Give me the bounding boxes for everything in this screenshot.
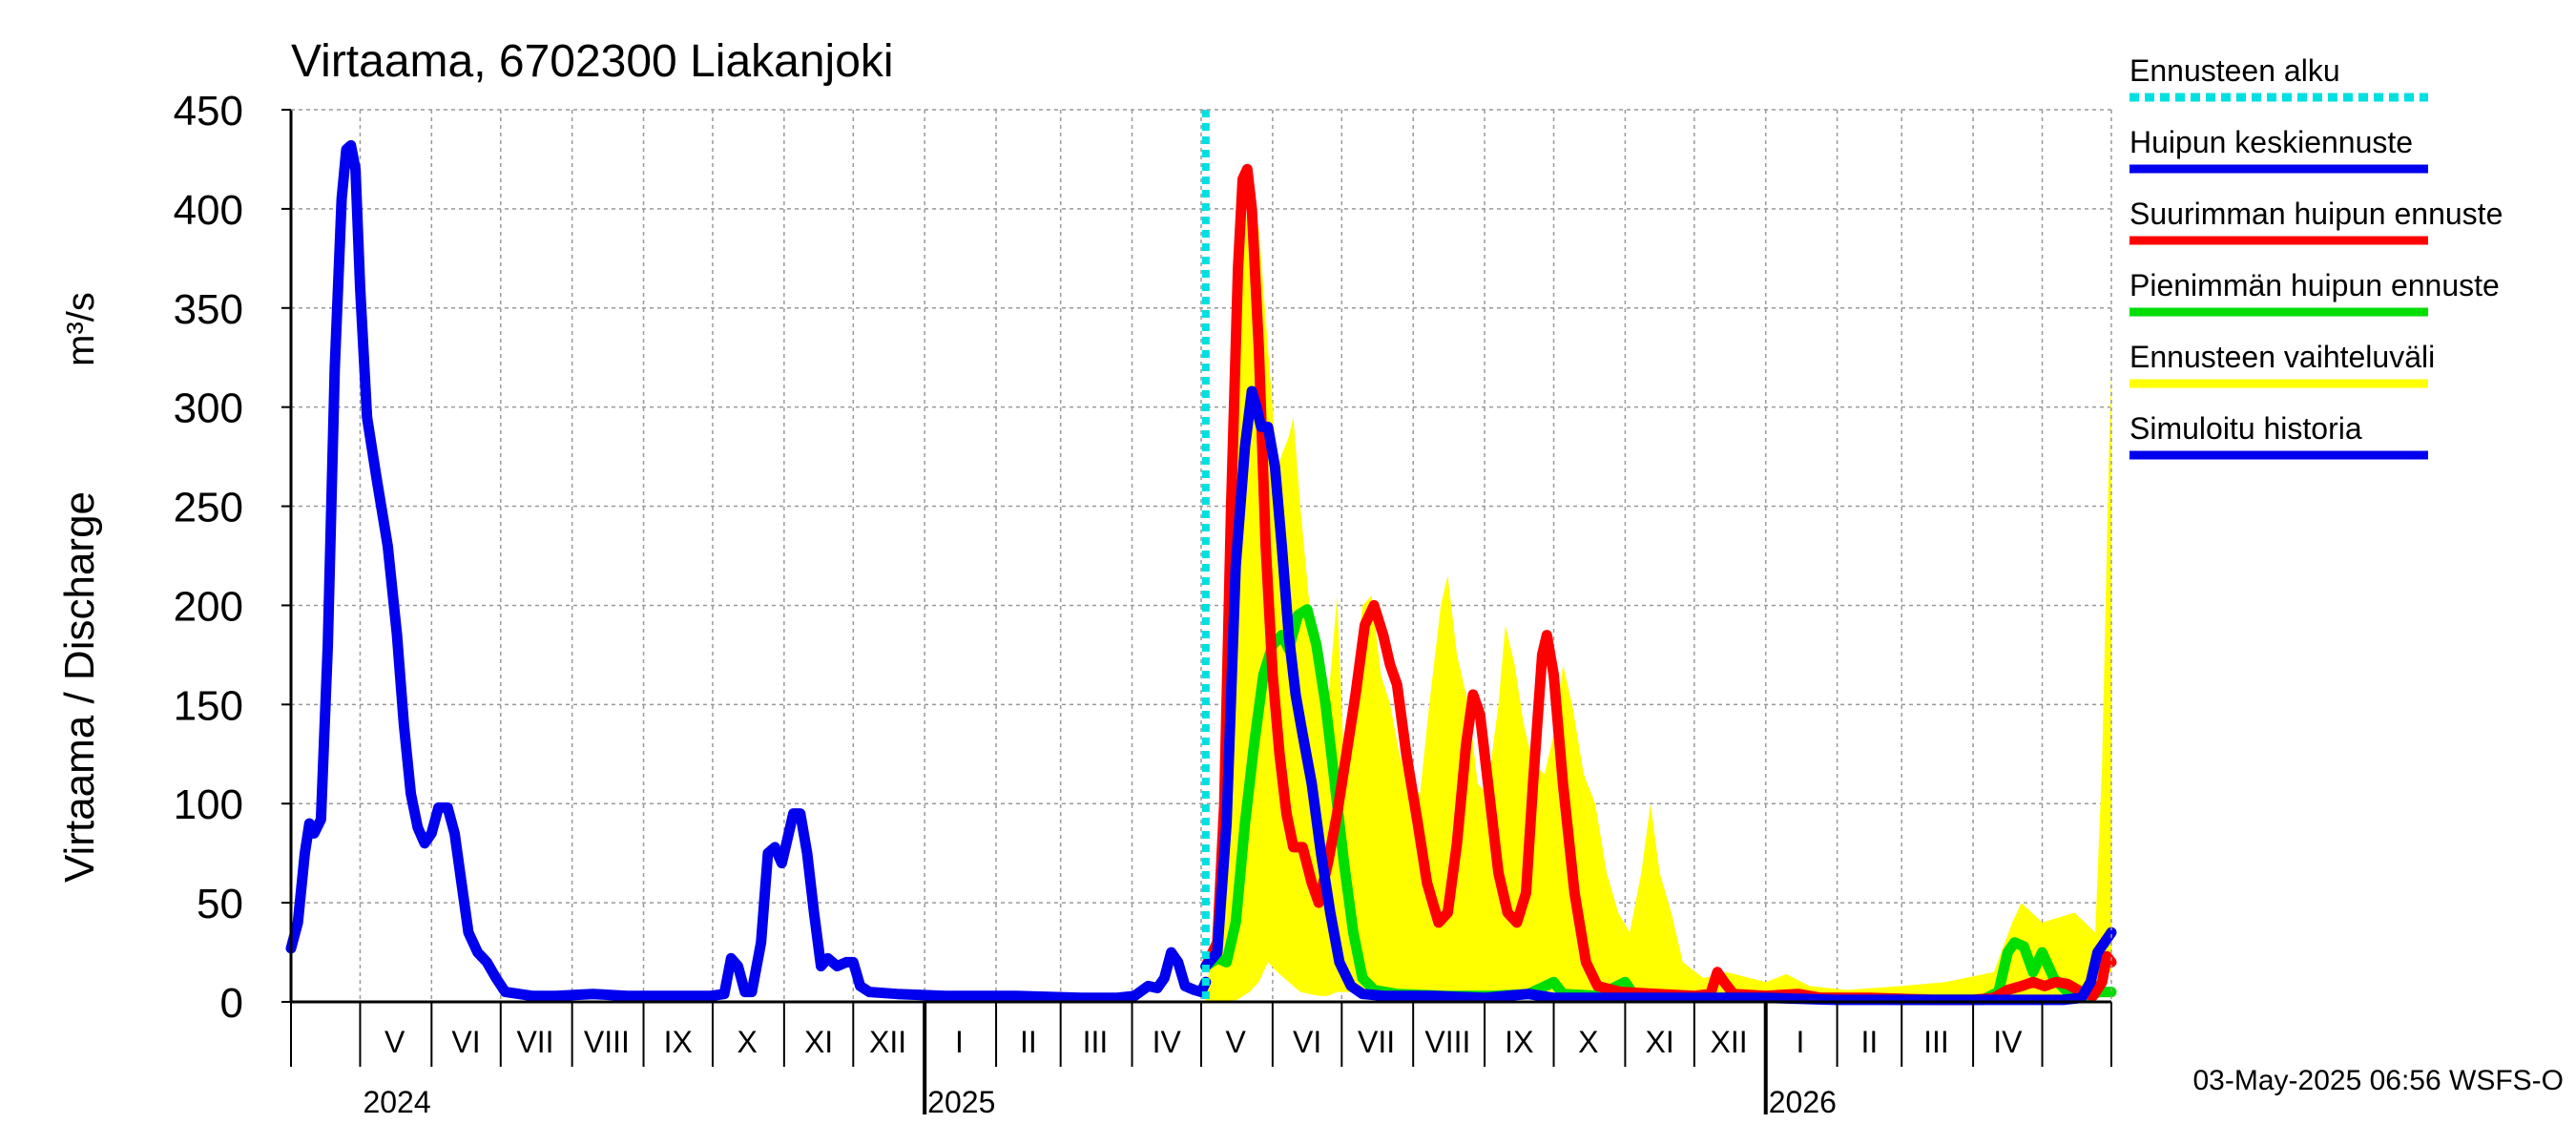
huipun-keskiennuste-line xyxy=(1200,385,2117,1006)
y-tick-label: 400 xyxy=(174,187,243,234)
month-label: XI xyxy=(804,1025,833,1059)
month-label: IV xyxy=(1153,1025,1182,1059)
month-label: IX xyxy=(1505,1025,1533,1059)
y-axis-label: Virtaama / Discharge m³/s xyxy=(56,292,103,883)
month-label: VIII xyxy=(1424,1025,1470,1059)
chart-title: Virtaama, 6702300 Liakanjoki xyxy=(291,36,894,87)
month-label: XII xyxy=(869,1025,906,1059)
forecast-range-band xyxy=(1205,182,2111,1002)
month-label: X xyxy=(737,1025,758,1059)
range-band xyxy=(1205,182,2111,1002)
x-axis: V VI VII VIII IX X XI XII I II III IV V VI VII VIII IX X X… xyxy=(290,1002,2112,1119)
month-label: III xyxy=(1083,1025,1109,1059)
y-tick-label: 150 xyxy=(174,682,243,729)
y-tick-label: 300 xyxy=(174,385,243,432)
y-tick-label: 350 xyxy=(174,286,243,333)
month-label: X xyxy=(1578,1025,1598,1059)
month-label: VI xyxy=(1293,1025,1321,1059)
legend-label: Ennusteen vaihteluväli xyxy=(2129,340,2435,374)
month-label: I xyxy=(955,1025,964,1059)
month-label: III xyxy=(1923,1025,1949,1059)
y-axis: 0 50 100 150 200 250 300 350 400 450 xyxy=(174,88,291,1027)
y-axis-title: Virtaama / Discharge xyxy=(56,491,103,883)
year-label: 2026 xyxy=(1769,1085,1837,1119)
legend-label: Huipun keskiennuste xyxy=(2129,125,2413,159)
legend-label: Simuloitu historia xyxy=(2129,411,2362,446)
month-label: VII xyxy=(516,1025,553,1059)
series-lines xyxy=(285,110,2117,1006)
legend-label: Suurimman huipun ennuste xyxy=(2129,197,2503,231)
month-label: IX xyxy=(664,1025,693,1059)
y-tick-label: 50 xyxy=(197,881,243,927)
month-label: VI xyxy=(451,1025,480,1059)
year-label: 2025 xyxy=(927,1085,995,1119)
month-label: V xyxy=(1226,1025,1247,1059)
y-tick-label: 450 xyxy=(174,88,243,135)
month-label: VII xyxy=(1358,1025,1395,1059)
legend-label: Pienimmän huipun ennuste xyxy=(2129,268,2500,302)
month-label: II xyxy=(1020,1025,1037,1059)
y-tick-label: 0 xyxy=(220,980,243,1027)
month-label: XII xyxy=(1711,1025,1748,1059)
y-tick-label: 200 xyxy=(174,583,243,630)
y-axis-unit: m³/s xyxy=(60,292,102,366)
month-label: VIII xyxy=(584,1025,630,1059)
timestamp-footer: 03-May-2025 06:56 WSFS-O xyxy=(2193,1065,2565,1096)
month-label: I xyxy=(1797,1025,1805,1059)
legend: Ennusteen alku Huipun keskiennuste Suurimm… xyxy=(2129,53,2503,460)
month-label: XI xyxy=(1646,1025,1674,1059)
y-tick-label: 250 xyxy=(174,485,243,531)
month-label: V xyxy=(384,1025,405,1059)
month-label: II xyxy=(1861,1025,1879,1059)
legend-label: Ennusteen alku xyxy=(2129,53,2340,88)
y-tick-label: 100 xyxy=(174,781,243,828)
year-label: 2024 xyxy=(363,1085,430,1119)
month-label: IV xyxy=(1993,1025,2023,1059)
simuloitu-historia-line xyxy=(285,139,1212,1004)
gridlines xyxy=(291,110,2111,1002)
